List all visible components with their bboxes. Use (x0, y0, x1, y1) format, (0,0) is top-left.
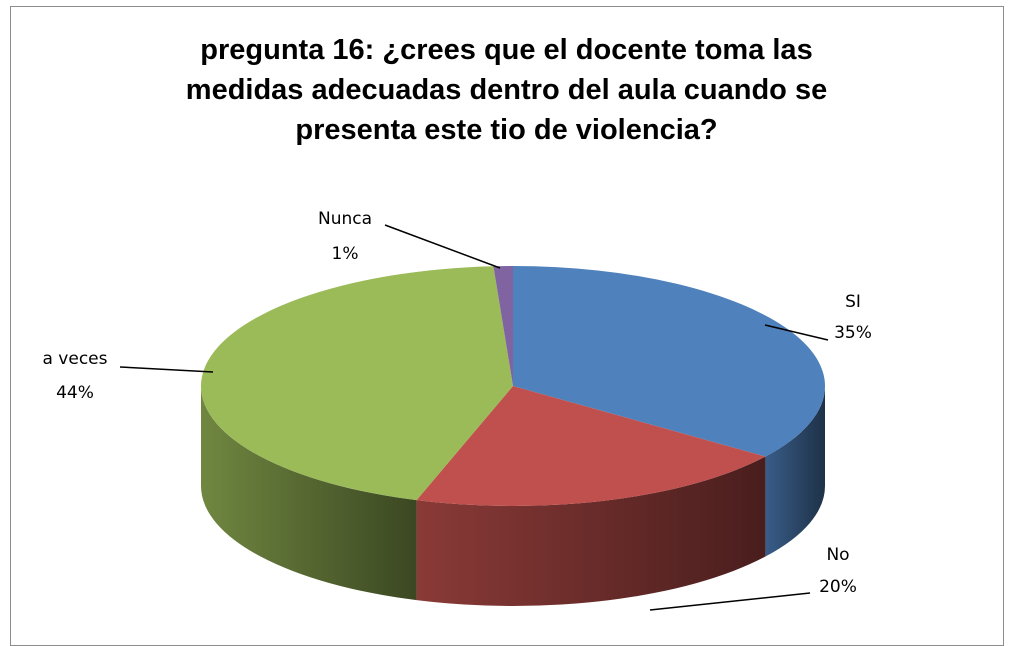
slice-percent-nunca: 1% (332, 244, 359, 264)
leader-lines (119, 224, 829, 611)
pie-slice-nunca (493, 266, 513, 386)
slice-labels: SI 35% No 20% a veces 44% Nunca 1% (42, 209, 871, 597)
leader-line-no (649, 592, 811, 611)
chart-title: pregunta 16: ¿crees que el docente toma … (185, 34, 828, 146)
pie-side-si (765, 386, 825, 557)
pie-slice-a-veces (201, 266, 513, 501)
slice-percent-a-veces: 44% (56, 383, 94, 403)
slice-percent-no: 20% (819, 577, 857, 597)
slice-percent-si: 35% (834, 323, 872, 343)
slice-label-no: No (826, 545, 849, 565)
slice-label-a-veces: a veces (42, 349, 107, 369)
pie-slice-si (513, 266, 826, 457)
pie-side-a-veces (201, 386, 417, 601)
leader-line-si (764, 324, 829, 341)
pie-sides (201, 386, 825, 606)
slice-label-si: SI (845, 292, 861, 312)
leader-line-nunca (384, 224, 501, 269)
pie-chart: SI 35% No 20% a veces 44% Nunca 1% (42, 209, 872, 611)
pie-side-no (416, 456, 766, 606)
pie-slice-no (416, 386, 766, 507)
pie-tops (201, 266, 826, 507)
slice-label-nunca: Nunca (318, 209, 372, 229)
leader-line-a-veces (119, 366, 214, 373)
